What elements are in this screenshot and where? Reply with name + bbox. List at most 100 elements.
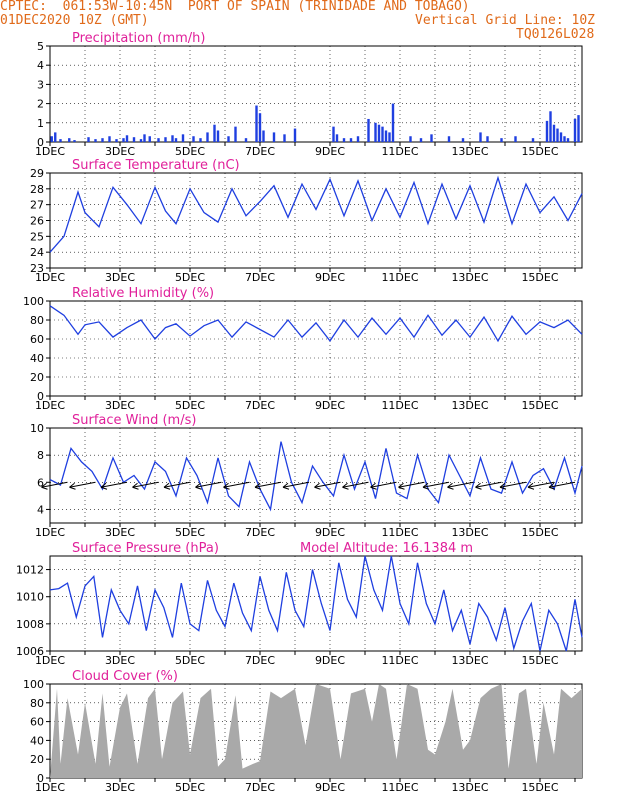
wind-arrow-head <box>548 482 556 490</box>
panel-1-series-line <box>49 175 583 253</box>
wind-arrow <box>370 481 397 488</box>
panel-0-xtick-label: 13DEC <box>451 145 488 158</box>
panel-4-xtick-label: 7DEC <box>245 654 275 667</box>
wind-arrow-head <box>398 482 405 490</box>
panel-4-xtick-label: 9DEC <box>315 654 345 667</box>
panel-2-title: Relative Humidity (%) <box>72 286 214 301</box>
panel-4-frame <box>49 555 583 652</box>
wind-arrow-head <box>447 482 454 490</box>
precip-bar <box>430 134 433 142</box>
precip-bar <box>157 138 160 142</box>
panel-1-xtick-label: 3DEC <box>105 271 135 284</box>
precip-bar <box>68 138 71 142</box>
wind-arrow-head <box>69 482 76 490</box>
panel-4-xtick-label: 11DEC <box>381 654 418 667</box>
panel-2-ytick-label: 100 <box>23 295 44 308</box>
panel-5-xtick-label: 1DEC <box>35 781 65 794</box>
precip-bar <box>409 136 412 142</box>
panel-0-xtick-label: 1DEC <box>35 145 65 158</box>
wind-arrow <box>69 481 96 488</box>
panel-0-ytick-label: 4 <box>37 59 44 72</box>
precip-bar <box>234 126 237 142</box>
precip-bar <box>87 137 90 142</box>
wind-arrow-head <box>527 482 535 490</box>
panel-2-ytick-label: 40 <box>30 352 44 365</box>
wind-arrow-head <box>370 482 377 490</box>
precip-bar <box>122 138 125 142</box>
panel-4-ytick-label: 1008 <box>16 618 44 631</box>
precip-bar <box>556 128 559 142</box>
precip-bar <box>50 136 53 142</box>
panel-5-ytick-label: 60 <box>30 716 44 729</box>
precip-bar <box>559 132 563 142</box>
panel-5-xtick-label: 5DEC <box>175 781 205 794</box>
wind-arrow-head <box>254 482 262 490</box>
precip-bar <box>566 138 570 142</box>
precip-bar <box>115 139 118 142</box>
panel-5-ytick-label: 100 <box>23 678 44 691</box>
precip-bar <box>164 137 167 142</box>
panel-2-xtick-label: 9DEC <box>315 399 345 412</box>
wind-arrow <box>41 481 68 488</box>
precip-bar <box>174 138 178 142</box>
precip-bar <box>479 132 482 142</box>
precip-bar <box>486 136 489 142</box>
panel-3-ytick-label: 8 <box>37 449 44 462</box>
precip-bar <box>335 134 339 142</box>
panel-5-ytick-label: 40 <box>30 734 44 747</box>
precip-bar <box>563 136 566 142</box>
panel-5-xtick-label: 15DEC <box>521 781 558 794</box>
panel-1-title: Surface Temperature (nC) <box>72 158 240 173</box>
panel-4-annotation: Model Altitude: 16.1384 m <box>300 541 473 556</box>
precip-bar <box>577 115 580 142</box>
panel-1-xtick-label: 15DEC <box>521 271 558 284</box>
panel-4-ytick-label: 1010 <box>16 591 44 604</box>
panel-3-frame <box>49 427 583 524</box>
precip-bar <box>181 134 185 142</box>
precip-bar <box>206 132 209 142</box>
panel-0-ytick-label: 5 <box>37 40 44 53</box>
panel-1-ytick-label: 29 <box>30 167 44 180</box>
precip-bar <box>552 124 556 142</box>
precip-bar <box>258 113 262 142</box>
precip-bar <box>262 130 265 142</box>
precip-bar <box>367 118 370 142</box>
panel-4-ytick-label: 1006 <box>16 645 44 658</box>
precip-bar <box>377 124 381 142</box>
panel-1-xtick-label: 13DEC <box>451 271 488 284</box>
panel-1-xtick-label: 5DEC <box>175 271 205 284</box>
panel-1-xtick-label: 7DEC <box>245 271 275 284</box>
precip-bar <box>139 139 143 142</box>
wind-arrow-head <box>195 482 202 490</box>
panel-5-ytick-label: 20 <box>30 753 44 766</box>
precip-bar <box>244 138 248 142</box>
wind-arrow-head <box>282 482 290 490</box>
panel-5-xtick-label: 7DEC <box>245 781 275 794</box>
wind-arrow <box>254 481 282 488</box>
panel-2-xtick-label: 13DEC <box>451 399 488 412</box>
panel-4-title: Surface Pressure (hPa) <box>72 541 219 556</box>
panel-1-ytick-label: 26 <box>30 215 44 228</box>
precip-bar <box>332 126 335 142</box>
panel-2-ytick-label: 60 <box>30 333 44 346</box>
panel-4-xtick-label: 3DEC <box>105 654 135 667</box>
precip-bar <box>349 138 353 142</box>
precip-bar <box>500 138 503 142</box>
precip-bar <box>342 138 346 142</box>
panel-3-xtick-label: 1DEC <box>35 526 65 539</box>
panel-1-xtick-label: 1DEC <box>35 271 65 284</box>
precip-bar <box>461 138 465 142</box>
panel-0-xtick-label: 7DEC <box>245 145 275 158</box>
precip-bar <box>213 124 216 142</box>
panel-2-xtick-label: 15DEC <box>521 399 558 412</box>
wind-arrow <box>314 481 341 488</box>
panel-0-ytick-label: 1 <box>37 117 44 130</box>
grid-note: Vertical Grid Line: 10Z <box>415 13 596 28</box>
panel-0-ytick-label: 2 <box>37 98 44 111</box>
panel-3-ytick-label: 10 <box>30 422 44 435</box>
wind-arrow-head <box>475 482 482 490</box>
wind-arrow <box>223 481 250 488</box>
precip-bar <box>388 132 391 142</box>
precip-bar <box>192 136 195 142</box>
panel-3-xtick-label: 5DEC <box>175 526 205 539</box>
